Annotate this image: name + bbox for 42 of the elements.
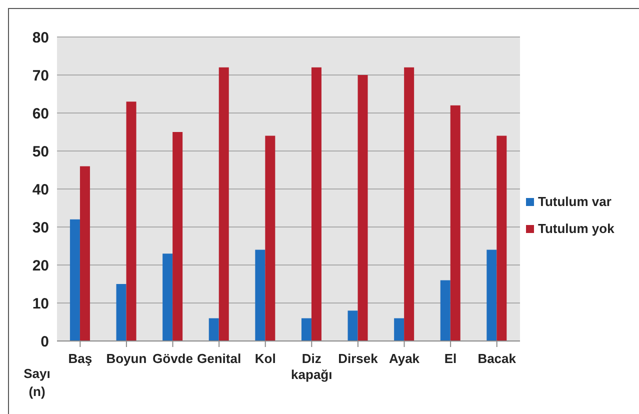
bar	[255, 250, 266, 341]
bar	[208, 318, 219, 341]
bar	[440, 280, 450, 341]
legend-label: Tutulum var	[537, 194, 612, 209]
y-tick-label: 40	[32, 181, 49, 198]
x-tick-label: El	[444, 351, 457, 366]
x-tick-label: Dirsek	[338, 351, 379, 366]
y-tick-label: 70	[32, 67, 49, 84]
bar	[70, 219, 80, 341]
x-tick-label: Genital	[197, 351, 242, 366]
bar	[301, 318, 312, 341]
bar	[80, 166, 90, 341]
bar	[496, 136, 507, 341]
bar	[116, 284, 126, 341]
bar	[126, 102, 136, 341]
bar	[218, 67, 229, 341]
y-tick-label: 20	[32, 257, 49, 274]
bar	[450, 105, 460, 341]
y-axis-title: Sayı (n)	[22, 365, 52, 401]
bar	[358, 75, 368, 341]
x-tick-label: Boyun	[106, 351, 147, 366]
y-tick-label: 0	[40, 333, 49, 350]
bar	[311, 67, 322, 341]
x-tick-label: Baş	[68, 351, 92, 366]
bar	[404, 67, 414, 341]
bar	[394, 318, 404, 341]
y-tick-label: 50	[32, 143, 49, 160]
x-tick-label: Kol	[254, 351, 276, 366]
bar	[486, 250, 497, 341]
y-tick-label: 80	[32, 29, 49, 46]
x-tick-label: Ayak	[388, 351, 420, 366]
y-tick-label: 60	[32, 105, 49, 122]
y-tick-label: 30	[32, 219, 49, 236]
x-tick-label: Bacak	[478, 351, 517, 366]
bar	[265, 136, 276, 341]
bar	[348, 310, 358, 341]
x-tick-label: Diz kapağı	[291, 351, 332, 382]
bar	[172, 132, 183, 341]
bar	[162, 254, 173, 341]
legend-label: Tutulum yok	[537, 221, 616, 236]
y-tick-label: 10	[32, 295, 49, 312]
x-tick-label: Gövde	[152, 351, 193, 366]
